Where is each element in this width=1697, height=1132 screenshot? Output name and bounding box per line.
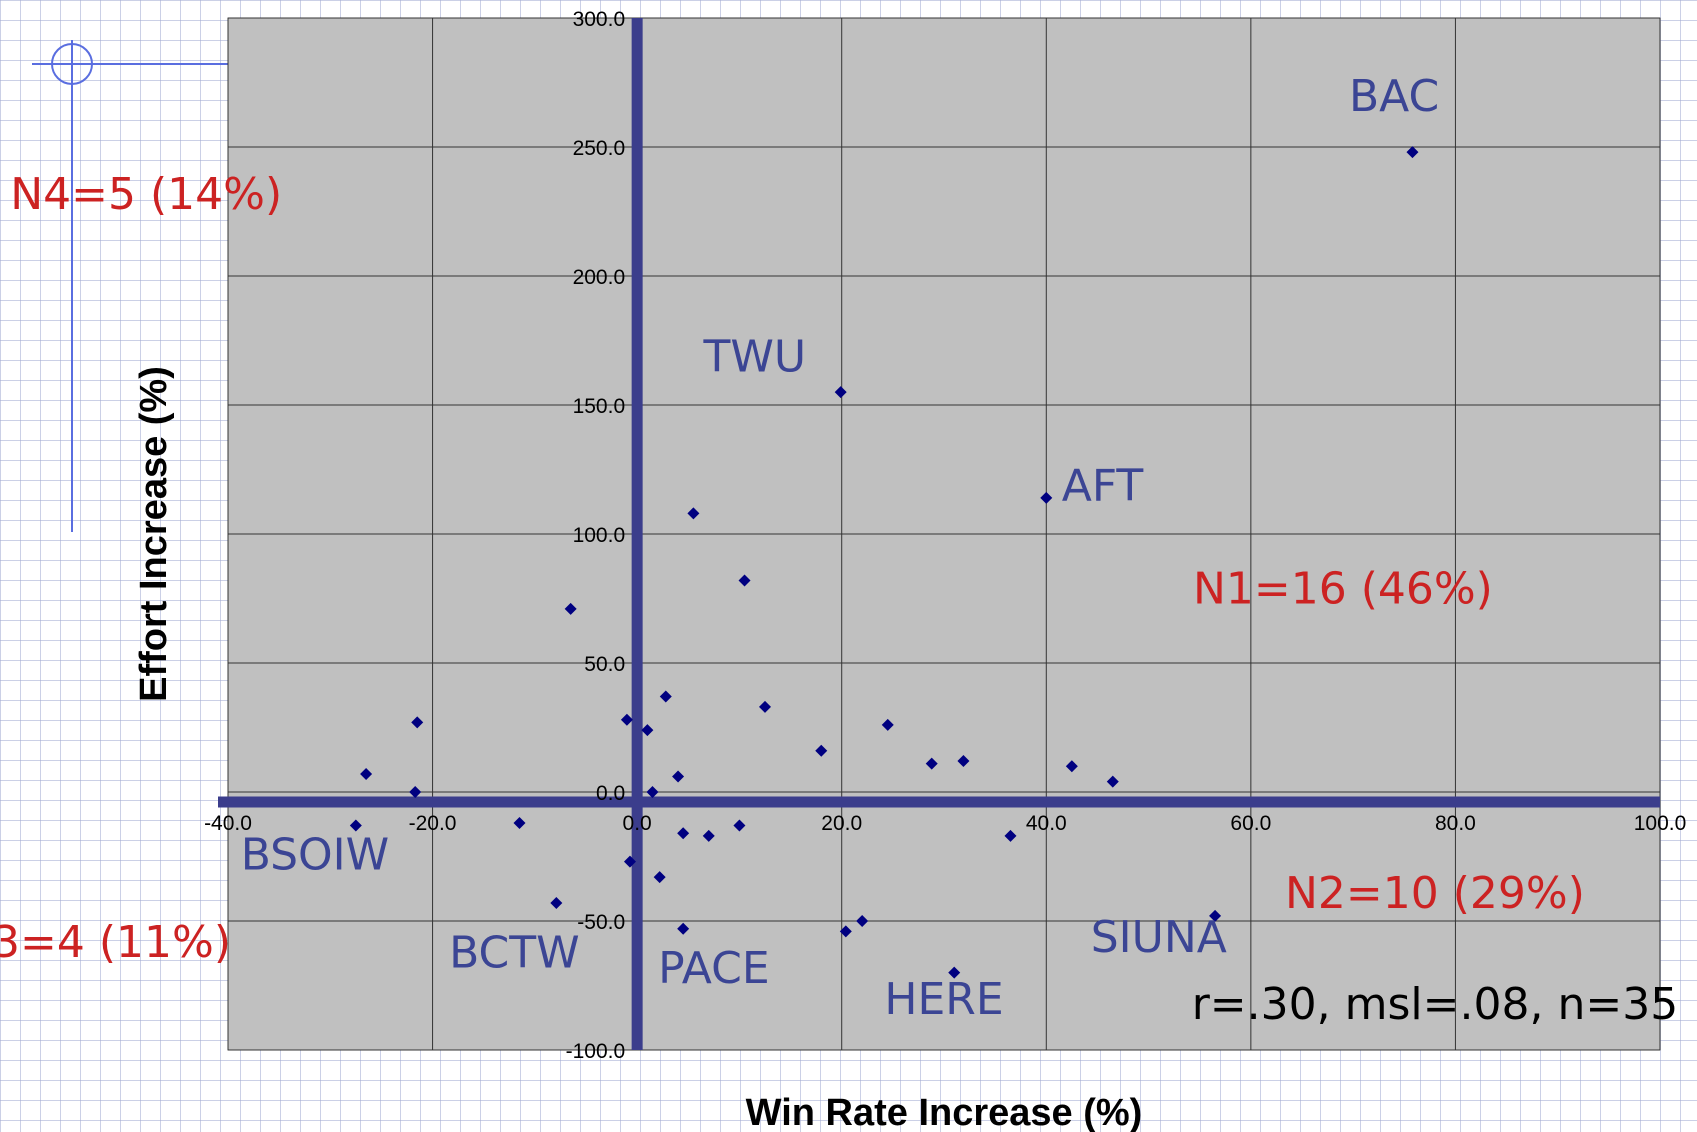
x-tick-label: 80.0 <box>1435 812 1476 835</box>
x-tick-label: 40.0 <box>1026 812 1067 835</box>
x-tick-label: -20.0 <box>409 812 457 835</box>
y-tick-label: 250.0 <box>573 137 626 160</box>
decoration <box>32 40 228 532</box>
x-tick-label: 60.0 <box>1230 812 1271 835</box>
point-label: TWU <box>702 331 806 382</box>
point-label: BSOIW <box>241 829 389 880</box>
y-axis-title: Effort Increase (%) <box>133 366 175 702</box>
x-tick-label: 20.0 <box>821 812 862 835</box>
y-tick-label: 50.0 <box>584 653 625 676</box>
point-label: BCTW <box>449 927 580 978</box>
y-tick-label: 150.0 <box>573 395 626 418</box>
quadrant-label: N2=10 (29%) <box>1285 868 1585 919</box>
x-tick-label: 0.0 <box>623 812 652 835</box>
y-tick-label: -50.0 <box>577 911 625 934</box>
x-axis-title: Win Rate Increase (%) <box>746 1092 1143 1132</box>
quadrant-label: N4=5 (14%) <box>10 169 282 220</box>
x-tick-label: 100.0 <box>1634 812 1687 835</box>
y-tick-label: 0.0 <box>596 782 625 805</box>
y-tick-label: 200.0 <box>573 266 626 289</box>
point-label: PACE <box>658 943 770 994</box>
point-label: SIUNA <box>1091 912 1227 963</box>
point-label: HERE <box>884 974 1003 1025</box>
stat-text: r=.30, msl=.08, n=35 <box>1192 979 1678 1030</box>
point-label: BAC <box>1349 71 1439 122</box>
quadrant-label: N3=4 (11%) <box>0 917 231 968</box>
y-tick-label: 300.0 <box>573 8 626 31</box>
quadrant-label: N1=16 (46%) <box>1193 564 1493 615</box>
y-tick-label: 100.0 <box>573 524 626 547</box>
y-tick-label: -100.0 <box>566 1040 626 1063</box>
point-label: AFT <box>1062 460 1144 511</box>
